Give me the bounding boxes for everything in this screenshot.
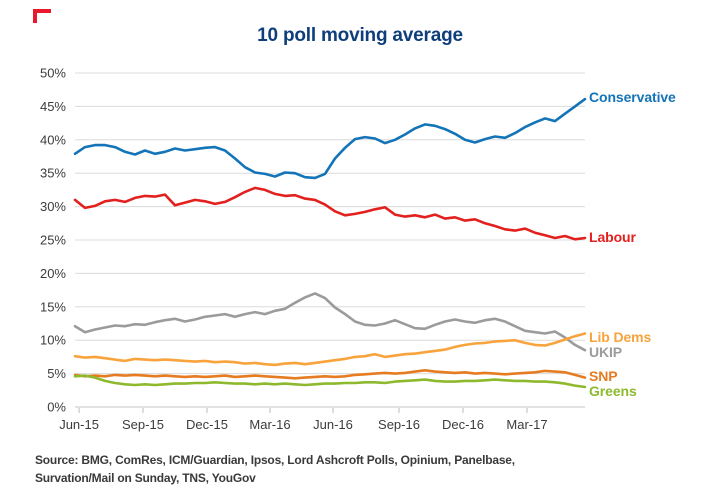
svg-text:45%: 45%	[40, 99, 66, 114]
svg-text:15%: 15%	[40, 299, 66, 314]
brand-corner-mark	[33, 9, 51, 23]
svg-text:Mar-17: Mar-17	[506, 417, 547, 432]
svg-text:Mar-16: Mar-16	[249, 417, 290, 432]
svg-text:Dec-15: Dec-15	[186, 417, 228, 432]
svg-text:20%: 20%	[40, 266, 66, 281]
series-label-snp: SNP	[589, 368, 618, 384]
series-label-labour: Labour	[589, 229, 636, 245]
svg-text:0%: 0%	[47, 400, 66, 415]
svg-text:Jun-16: Jun-16	[313, 417, 353, 432]
svg-text:40%: 40%	[40, 132, 66, 147]
svg-text:Jun-15: Jun-15	[59, 417, 99, 432]
svg-text:Sep-16: Sep-16	[378, 417, 420, 432]
svg-text:25%: 25%	[40, 233, 66, 248]
svg-text:30%: 30%	[40, 199, 66, 214]
svg-text:50%: 50%	[40, 66, 66, 81]
svg-text:35%: 35%	[40, 166, 66, 181]
svg-text:5%: 5%	[47, 366, 66, 381]
svg-text:Dec-16: Dec-16	[442, 417, 484, 432]
chart-title: 10 poll moving average	[257, 25, 463, 46]
series-label-greens: Greens	[589, 383, 637, 399]
svg-text:Sep-15: Sep-15	[122, 417, 164, 432]
source-attribution: Source: BMG, ComRes, ICM/Guardian, Ipsos…	[35, 452, 595, 488]
source-line-2: Survation/Mail on Sunday, TNS, YouGov	[35, 470, 256, 485]
series-label-conservative: Conservative	[589, 89, 676, 105]
svg-text:10%: 10%	[40, 333, 66, 348]
source-line-1: Source: BMG, ComRes, ICM/Guardian, Ipsos…	[35, 453, 515, 467]
series-label-ukip: UKIP	[589, 344, 623, 360]
series-label-lib-dems: Lib Dems	[589, 329, 652, 345]
